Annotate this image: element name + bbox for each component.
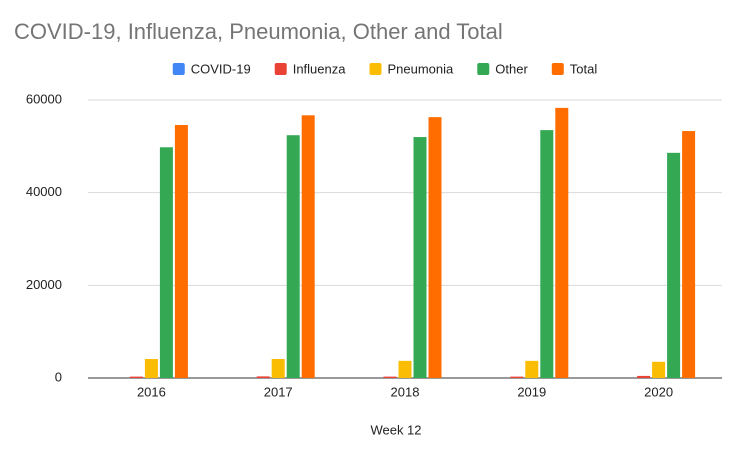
x-tick-label: 2019: [517, 384, 546, 399]
legend-label: Influenza: [293, 61, 347, 76]
y-tick-label: 0: [55, 369, 62, 384]
bar: [555, 107, 569, 379]
bar: [271, 359, 285, 378]
y-tick-label: 40000: [26, 184, 62, 199]
bar: [652, 361, 666, 378]
legend-item: Pneumonia: [369, 61, 454, 76]
x-tick-label: 2017: [264, 384, 293, 399]
legend-label: Total: [570, 61, 598, 76]
legend-swatch: [477, 63, 490, 75]
legend-item: COVID-19: [172, 61, 251, 76]
bar: [667, 152, 681, 378]
bar: [129, 376, 143, 378]
bar: [540, 130, 554, 378]
legend-label: Pneumonia: [387, 61, 454, 76]
bar: [413, 137, 427, 378]
bar: [256, 376, 270, 378]
x-tick-label: 2018: [391, 384, 420, 399]
x-tick-label: 2020: [644, 384, 673, 399]
x-tick-label: 2016: [137, 384, 166, 399]
legend-item: Other: [477, 61, 528, 76]
bar: [383, 376, 397, 378]
bar: [510, 376, 524, 378]
y-tick-label: 20000: [26, 277, 62, 292]
x-axis-title: Week 12: [370, 422, 421, 437]
legend-item: Influenza: [274, 61, 347, 76]
legend-swatch: [172, 63, 185, 75]
legend-swatch: [551, 63, 564, 75]
bar: [174, 125, 188, 379]
bar: [301, 115, 315, 378]
bar: [525, 360, 539, 378]
y-tick-label: 60000: [26, 91, 62, 106]
bar: [144, 359, 158, 378]
bar: [286, 135, 300, 378]
legend-swatch: [274, 63, 287, 75]
legend-swatch: [369, 63, 382, 75]
legend-item: Total: [551, 61, 598, 76]
legend-label: COVID-19: [191, 61, 251, 76]
bar: [398, 360, 412, 378]
bar: [159, 147, 173, 378]
bar: [637, 375, 651, 378]
bar: [682, 131, 696, 378]
bar: [428, 117, 442, 378]
legend-label: Other: [495, 61, 528, 76]
chart-title: COVID-19, Influenza, Pneumonia, Other an…: [14, 19, 503, 44]
